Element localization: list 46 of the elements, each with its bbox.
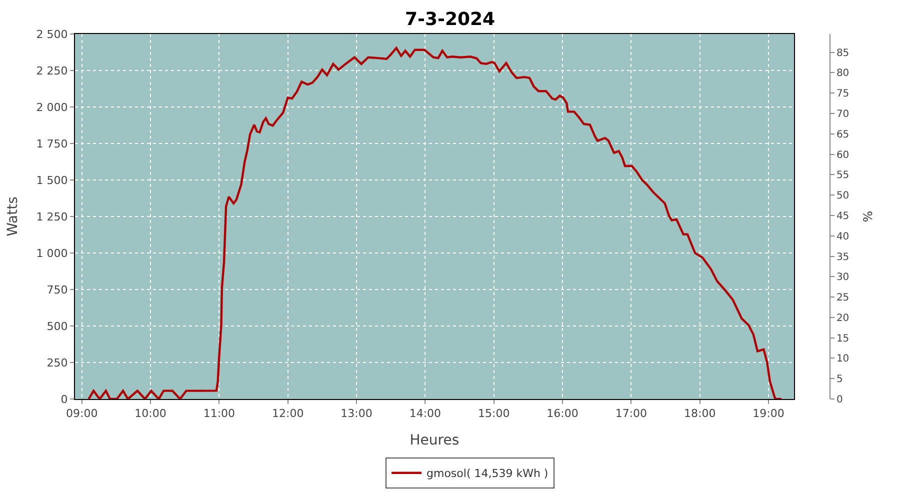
y2-tick-label: 85 bbox=[836, 48, 850, 59]
y-tick-label: 500 bbox=[46, 320, 68, 333]
x-axis-title: Heures bbox=[410, 432, 460, 448]
y2-tick-label: 60 bbox=[836, 150, 850, 161]
x-tick-label: 15:00 bbox=[478, 407, 510, 420]
x-tick-label: 12:00 bbox=[272, 407, 304, 420]
x-tick-label: 17:00 bbox=[615, 407, 648, 420]
x-tick-label: 14:00 bbox=[409, 407, 442, 420]
y2-tick-label: 70 bbox=[836, 109, 850, 120]
x-tick-label: 11:00 bbox=[203, 407, 236, 420]
x-tick-label: 19:00 bbox=[752, 407, 784, 420]
y-tick-label: 750 bbox=[46, 283, 68, 296]
y2-tick-label: 65 bbox=[836, 129, 850, 140]
y-tick-label: 250 bbox=[46, 356, 68, 370]
y2-tick-label: 30 bbox=[836, 272, 850, 284]
y-tick-label: 1 250 bbox=[36, 210, 68, 224]
y2-tick-label: 20 bbox=[836, 312, 850, 324]
y2-axis-title: % bbox=[861, 210, 876, 222]
y2-tick-label: 0 bbox=[836, 394, 843, 406]
y2-tick-label: 35 bbox=[836, 252, 850, 263]
y2-tick-label: 25 bbox=[836, 292, 850, 304]
y2-tick-label: 5 bbox=[836, 374, 843, 386]
y2-tick-label: 40 bbox=[836, 231, 850, 242]
x-tick-label: 13:00 bbox=[340, 407, 372, 420]
x-tick-label: 09:00 bbox=[66, 407, 98, 420]
y-tick-label: 2 000 bbox=[36, 100, 68, 114]
y-tick-label: 0 bbox=[60, 392, 68, 406]
y2-tick-label: 50 bbox=[836, 190, 850, 202]
x-tick-label: 16:00 bbox=[546, 407, 578, 420]
chart-title: 7-3-2024 bbox=[404, 9, 496, 30]
y2-tick-label: 55 bbox=[836, 170, 850, 182]
legend-label: gmosol( 14,539 kWh ) bbox=[426, 467, 548, 480]
y-tick-label: 1 500 bbox=[36, 174, 68, 187]
y2-tick-label: 75 bbox=[836, 88, 850, 100]
y-tick-label: 1 000 bbox=[36, 246, 68, 260]
x-tick-label: 18:00 bbox=[684, 407, 716, 420]
y2-tick-label: 80 bbox=[836, 68, 850, 80]
y-tick-label: 1 750 bbox=[36, 137, 68, 150]
line-series bbox=[88, 46, 783, 399]
x-tick-label: 10:00 bbox=[134, 407, 166, 420]
y-tick-label: 2 250 bbox=[36, 64, 68, 78]
y-axis-title: Watts bbox=[4, 196, 21, 236]
y2-tick-label: 10 bbox=[836, 354, 850, 365]
y2-tick-label: 15 bbox=[836, 333, 850, 344]
y-tick-label: 2 500 bbox=[36, 28, 68, 41]
y2-tick-label: 45 bbox=[836, 210, 850, 222]
